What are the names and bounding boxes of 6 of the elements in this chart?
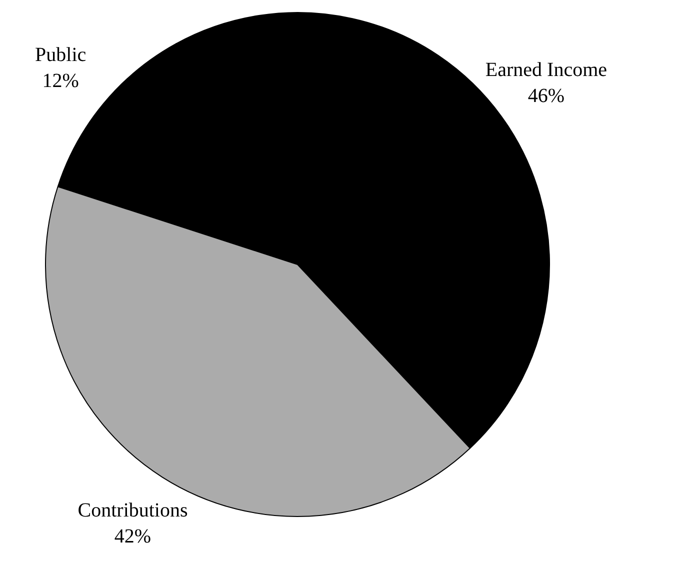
data-label: 42% [114, 525, 152, 548]
data-label: 46% [528, 85, 565, 108]
slice-label: Contributions [78, 499, 188, 522]
slice-label: Public [35, 44, 86, 66]
data-label: 12% [42, 70, 79, 92]
slice-label: Earned Income [485, 59, 608, 82]
